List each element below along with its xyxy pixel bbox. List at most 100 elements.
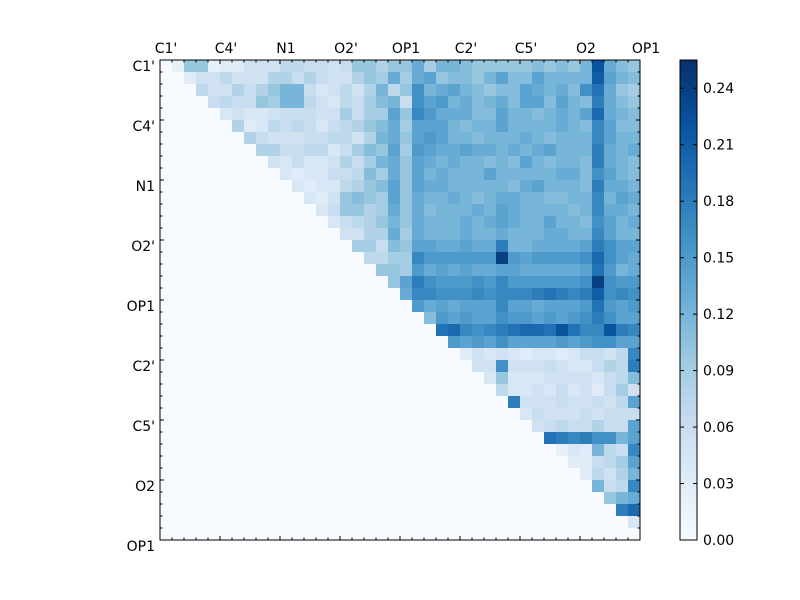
heatmap-cell	[196, 276, 209, 289]
heatmap-cell	[388, 108, 401, 121]
heatmap-cell	[532, 156, 545, 169]
heatmap-cell	[592, 84, 605, 97]
heatmap-cell	[232, 516, 245, 529]
heatmap-cell	[424, 168, 437, 181]
heatmap-cell	[568, 396, 581, 409]
heatmap-cell	[532, 228, 545, 241]
heatmap-cell	[280, 444, 293, 457]
heatmap-cell	[520, 492, 533, 505]
heatmap-cell	[580, 60, 593, 73]
heatmap-cell	[244, 420, 257, 433]
heatmap-cell	[268, 312, 281, 325]
heatmap-cell	[172, 360, 185, 373]
heatmap-cell	[472, 480, 485, 493]
heatmap-cell	[568, 216, 581, 229]
heatmap-cell	[556, 312, 569, 325]
heatmap-cell	[196, 504, 209, 517]
heatmap-cell	[604, 432, 617, 445]
heatmap-cell	[484, 432, 497, 445]
heatmap-cell	[340, 336, 353, 349]
heatmap-cell	[436, 504, 449, 517]
heatmap-cell	[424, 276, 437, 289]
heatmap-cell	[184, 144, 197, 157]
heatmap-cell	[508, 108, 521, 121]
heatmap-cell	[172, 72, 185, 85]
heatmap-cell	[220, 432, 233, 445]
heatmap-cell	[232, 360, 245, 373]
heatmap-cell	[340, 264, 353, 277]
heatmap-cell	[340, 216, 353, 229]
heatmap-cell	[352, 120, 365, 133]
heatmap-cell	[484, 276, 497, 289]
heatmap-cell	[328, 60, 341, 73]
heatmap-cell	[340, 516, 353, 529]
heatmap-cell	[172, 156, 185, 169]
heatmap-cell	[424, 324, 437, 337]
heatmap-cell	[244, 480, 257, 493]
heatmap-cell	[544, 288, 557, 301]
heatmap-cell	[424, 420, 437, 433]
heatmap-cell	[388, 132, 401, 145]
heatmap-cell	[436, 372, 449, 385]
heatmap-cell	[196, 408, 209, 421]
heatmap-cell	[628, 360, 641, 373]
heatmap-cell	[220, 492, 233, 505]
heatmap-cell	[508, 348, 521, 361]
heatmap-cell	[628, 252, 641, 265]
heatmap-cell	[232, 108, 245, 121]
heatmap-cell	[628, 420, 641, 433]
heatmap-cell	[400, 408, 413, 421]
heatmap-cell	[184, 240, 197, 253]
heatmap-cell	[472, 528, 485, 541]
heatmap-cell	[340, 420, 353, 433]
heatmap-cell	[244, 468, 257, 481]
heatmap-cell	[412, 420, 425, 433]
heatmap-cell	[496, 144, 509, 157]
heatmap-cell	[292, 456, 305, 469]
heatmap-cell	[484, 396, 497, 409]
heatmap-cell	[520, 60, 533, 73]
heatmap-cell	[376, 84, 389, 97]
heatmap-cell	[556, 444, 569, 457]
heatmap-cell	[400, 192, 413, 205]
heatmap-cell	[508, 276, 521, 289]
heatmap-cell	[316, 336, 329, 349]
heatmap-cell	[364, 492, 377, 505]
heatmap-cell	[616, 300, 629, 313]
heatmap-cell	[172, 204, 185, 217]
heatmap-cell	[316, 384, 329, 397]
heatmap-cell	[232, 312, 245, 325]
heatmap-cell	[424, 396, 437, 409]
heatmap-cell	[424, 348, 437, 361]
heatmap-cell	[604, 300, 617, 313]
heatmap-cell	[376, 72, 389, 85]
heatmap-cell	[592, 432, 605, 445]
heatmap-cell	[364, 300, 377, 313]
heatmap-cell	[592, 420, 605, 433]
heatmap-cell	[544, 276, 557, 289]
heatmap-cell	[208, 132, 221, 145]
heatmap-cell	[256, 480, 269, 493]
heatmap-cell	[256, 144, 269, 157]
heatmap-cell	[448, 360, 461, 373]
heatmap-cell	[292, 528, 305, 541]
heatmap-cell	[520, 120, 533, 133]
heatmap-cell	[352, 108, 365, 121]
heatmap-cell	[256, 60, 269, 73]
heatmap-cell	[556, 156, 569, 169]
heatmap-cell	[544, 396, 557, 409]
heatmap-cell	[364, 324, 377, 337]
heatmap-cell	[268, 240, 281, 253]
heatmap-cell	[160, 312, 173, 325]
heatmap-cell	[592, 168, 605, 181]
heatmap-cell	[328, 72, 341, 85]
heatmap-cell	[268, 264, 281, 277]
heatmap-cell	[316, 312, 329, 325]
heatmap-cell	[484, 96, 497, 109]
heatmap-cell	[196, 324, 209, 337]
heatmap-cell	[472, 408, 485, 421]
heatmap-cell	[364, 276, 377, 289]
heatmap-cell	[508, 468, 521, 481]
heatmap-cell	[544, 300, 557, 313]
heatmap-cell	[388, 336, 401, 349]
